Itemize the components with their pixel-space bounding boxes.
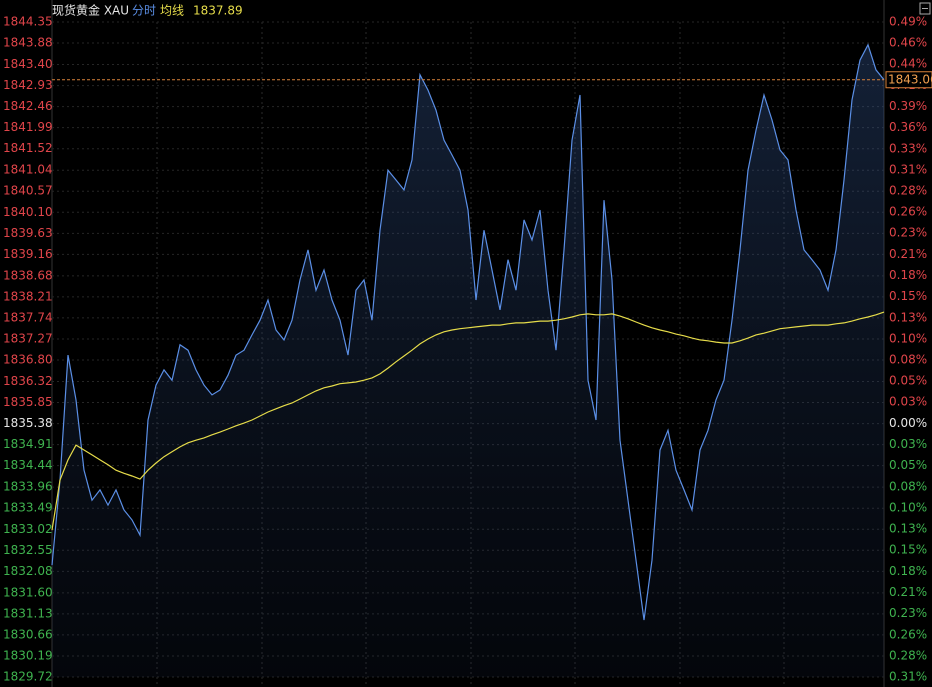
y-tick-label: 1831.13: [3, 606, 53, 620]
y2-tick-label: 0.03%: [889, 437, 927, 451]
y-tick-label: 1833.49: [3, 501, 53, 515]
y2-tick-label: 0.05%: [889, 458, 927, 472]
y2-tick-label: 0.31%: [889, 670, 927, 684]
y-tick-label: 1830.19: [3, 648, 53, 662]
y-tick-label: 1829.72: [3, 670, 53, 684]
y-tick-label: 1832.55: [3, 543, 53, 557]
y-tick-label: 1835.38: [3, 416, 53, 430]
y-tick-label: 1844.35: [3, 15, 53, 29]
y2-tick-label: 0.36%: [889, 120, 927, 134]
y-tick-label: 1841.99: [3, 120, 53, 134]
avg-legend: 均线: [160, 4, 184, 18]
y2-tick-label: 0.21%: [889, 247, 927, 261]
y2-tick-label: 0.26%: [889, 627, 927, 641]
y2-tick-label: 0.44%: [889, 57, 927, 71]
avg-value: 1837.89: [193, 4, 243, 18]
y-tick-label: 1843.88: [3, 36, 53, 50]
y-tick-label: 1839.16: [3, 247, 53, 261]
y2-tick-label: 0.33%: [889, 141, 927, 155]
current-price-label: 1843.06: [888, 72, 932, 86]
y-tick-label: 1830.66: [3, 627, 53, 641]
line: [51, 311, 885, 531]
y2-tick-label: 0.39%: [889, 99, 927, 113]
y2-tick-label: 0.46%: [889, 36, 927, 50]
y-tick-label: 1832.08: [3, 564, 53, 578]
line: [51, 43, 885, 621]
y-tick-label: 1838.21: [3, 289, 53, 303]
expand-icon[interactable]: [919, 2, 931, 15]
y2-tick-label: 0.18%: [889, 564, 927, 578]
y-tick-label: 1831.60: [3, 585, 53, 599]
y-tick-label: 1833.96: [3, 480, 53, 494]
y2-tick-label: 0.08%: [889, 479, 927, 493]
y-tick-label: 1837.74: [3, 310, 53, 324]
y2-tick-label: 0.28%: [889, 648, 927, 662]
y2-tick-label: 0.13%: [889, 310, 927, 324]
y-tick-label: 1841.04: [3, 163, 53, 177]
chart-title: 现货黄金 XAU: [52, 3, 129, 18]
y2-tick-label: 0.10%: [889, 500, 927, 514]
y2-tick-label: 0.23%: [889, 606, 927, 620]
y-tick-label: 1842.46: [3, 99, 53, 113]
y-tick-label: 1835.85: [3, 395, 53, 409]
y-tick-label: 1840.57: [3, 184, 53, 198]
y-tick-label: 1836.32: [3, 374, 53, 388]
y2-tick-label: 0.26%: [889, 205, 927, 219]
y2-tick-label: 0.05%: [889, 374, 927, 388]
y2-tick-label: 0.21%: [889, 585, 927, 599]
y2-tick-label: 0.18%: [889, 268, 927, 282]
y2-tick-label: 0.10%: [889, 331, 927, 345]
y2-tick-label: 0.15%: [889, 543, 927, 557]
y2-tick-label: 0.49%: [889, 15, 927, 29]
y2-tick-label: 0.00%: [889, 416, 927, 430]
y2-tick-label: 0.31%: [889, 162, 927, 176]
y-tick-label: 1840.10: [3, 205, 53, 219]
y2-tick-label: 0.08%: [889, 353, 927, 367]
current-price-box: [885, 71, 932, 89]
area: [52, 44, 884, 678]
y-tick-label: 1843.40: [3, 57, 53, 71]
y-tick-label: 1834.44: [3, 458, 53, 472]
y-tick-label: 1836.80: [3, 353, 53, 367]
y-tick-label: 1837.27: [3, 331, 53, 345]
y-tick-label: 1838.68: [3, 268, 53, 282]
y2-tick-label: 0.28%: [889, 184, 927, 198]
y2-tick-label: 0.23%: [889, 226, 927, 240]
y2-tick-label: 0.15%: [889, 289, 927, 303]
y2-tick-label: 0.13%: [889, 522, 927, 536]
y-tick-label: 1834.91: [3, 437, 53, 451]
y-tick-label: 1842.93: [3, 78, 53, 92]
mode-label[interactable]: 分时: [132, 4, 156, 18]
y-tick-label: 1839.63: [3, 226, 53, 240]
y-tick-label: 1833.02: [3, 522, 53, 536]
y2-tick-label: 0.03%: [889, 395, 927, 409]
y-tick-label: 1841.52: [3, 141, 53, 155]
